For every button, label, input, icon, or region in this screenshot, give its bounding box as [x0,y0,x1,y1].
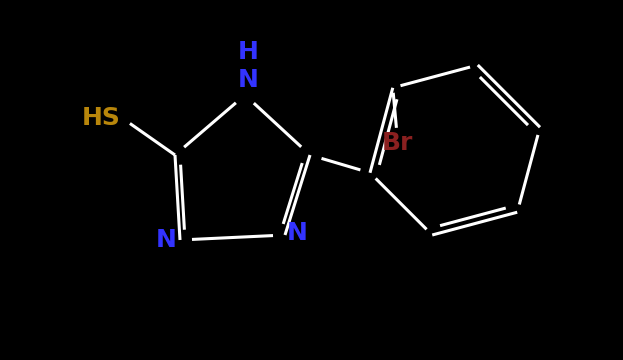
Text: Br: Br [382,131,414,155]
Text: N: N [156,228,176,252]
Text: H: H [237,40,259,64]
Text: N: N [237,68,259,92]
Text: N: N [287,221,307,245]
Text: HS: HS [82,105,121,130]
